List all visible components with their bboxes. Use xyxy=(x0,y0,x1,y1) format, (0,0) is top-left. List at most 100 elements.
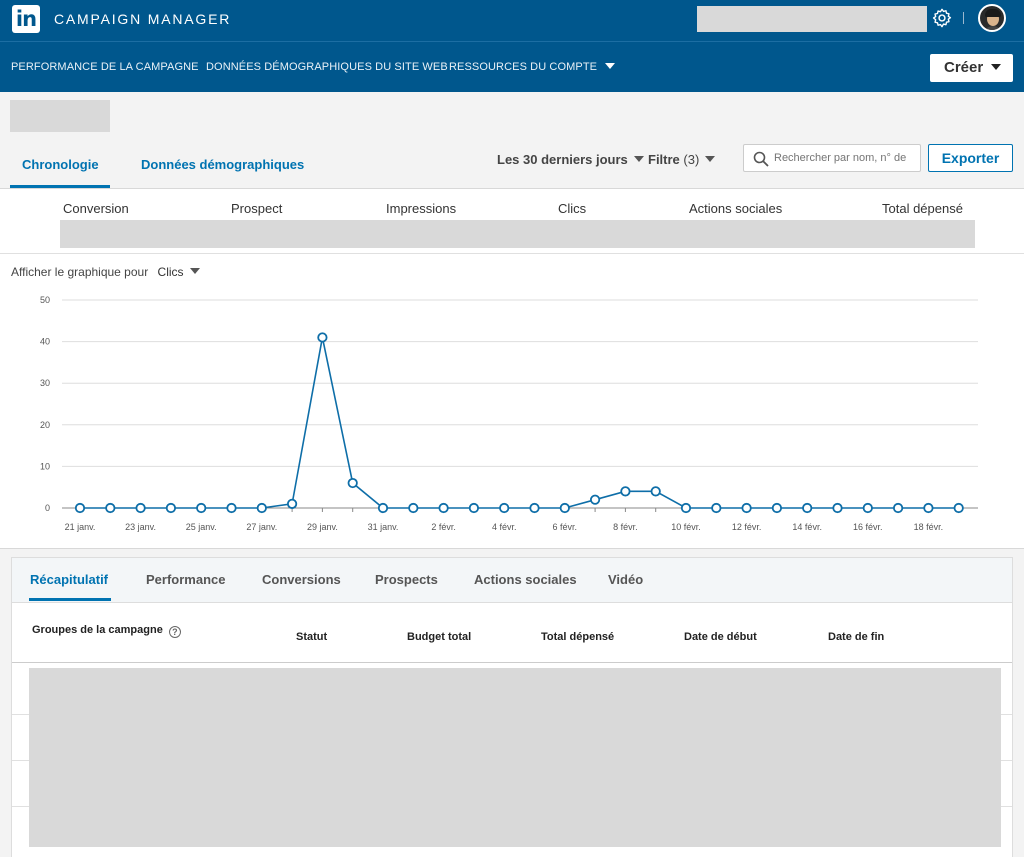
metric-impressions[interactable]: Impressions xyxy=(386,201,457,216)
chevron-down-icon xyxy=(189,268,200,274)
data-point xyxy=(802,502,813,514)
metric-prospect[interactable]: Prospect xyxy=(231,201,283,216)
x-tick-label: 14 févr. xyxy=(792,522,822,532)
campaign-header: Chronologie Données démographiques Les 3… xyxy=(0,92,1024,189)
x-tick-label: 6 févr. xyxy=(553,522,578,532)
details-panel: Récapitulatif Performance Conversions Pr… xyxy=(11,557,1013,857)
create-button-label: Créer xyxy=(944,59,984,76)
nav-account-resources[interactable]: RESSOURCES DU COMPTE xyxy=(449,61,616,73)
tab-social-actions[interactable]: Actions sociales xyxy=(474,572,577,587)
column-header-status[interactable]: Statut xyxy=(296,631,328,643)
table-header: Groupes de la campagne? Statut Budget to… xyxy=(12,603,1012,663)
data-point xyxy=(650,486,661,497)
date-range-label: Les 30 derniers jours xyxy=(497,152,628,167)
chart-metric-dropdown[interactable]: Clics xyxy=(158,265,200,279)
y-tick-label: 50 xyxy=(40,295,50,305)
redacted-account-field[interactable] xyxy=(697,6,927,32)
nav-account-resources-label: RESSOURCES DU COMPTE xyxy=(449,61,598,73)
redacted-table-rows xyxy=(29,668,1001,847)
data-point xyxy=(135,502,146,514)
column-header-ad-groups[interactable]: Groupes de la campagne? xyxy=(32,624,181,638)
column-header-end-date[interactable]: Date de fin xyxy=(828,631,885,643)
x-tick-label: 25 janv. xyxy=(186,522,217,532)
tab-performance[interactable]: Performance xyxy=(146,572,226,587)
chart-metric-selector: Afficher le graphique pour Clics xyxy=(11,265,200,279)
data-point xyxy=(832,502,843,514)
data-point xyxy=(923,502,934,514)
chevron-down-icon xyxy=(605,63,616,69)
data-point xyxy=(438,502,449,514)
tab-chronologie[interactable]: Chronologie xyxy=(22,157,99,172)
nav-website-demographics[interactable]: DONNÉES DÉMOGRAPHIQUES DU SITE WEB xyxy=(206,61,448,73)
data-point xyxy=(862,502,873,514)
data-point xyxy=(105,502,116,514)
chevron-down-icon xyxy=(705,156,716,162)
search-icon xyxy=(753,151,769,167)
column-header-start-date[interactable]: Date de début xyxy=(684,631,757,643)
y-tick-label: 10 xyxy=(40,461,50,471)
x-tick-label: 18 févr. xyxy=(914,522,944,532)
nav-campaign-performance[interactable]: PERFORMANCE DE LA CAMPAGNE xyxy=(11,61,199,73)
data-point xyxy=(892,502,904,514)
active-tab-indicator xyxy=(29,598,111,601)
data-point xyxy=(347,477,358,489)
data-point xyxy=(74,502,86,514)
x-tick-label: 27 janv. xyxy=(246,522,277,532)
column-header-total-spent[interactable]: Total dépensé xyxy=(541,631,615,643)
linkedin-logo[interactable]: in xyxy=(12,5,40,33)
filter-count: (3) xyxy=(683,152,700,167)
data-point xyxy=(226,502,237,514)
data-point xyxy=(499,502,510,514)
search-input[interactable] xyxy=(774,149,918,167)
clicks-timeline-chart: 0 10 20 30 40 50 21 janv. 23 janv. 25 janv. 27 ja… xyxy=(0,290,1024,548)
data-point xyxy=(771,502,783,514)
tab-prospects[interactable]: Prospects xyxy=(375,572,438,587)
help-icon[interactable]: ? xyxy=(168,626,181,638)
data-point xyxy=(559,502,570,514)
y-tick-label: 20 xyxy=(40,420,50,430)
redacted-metric-values xyxy=(60,220,975,248)
line-chart: 0 10 20 30 40 50 21 janv. 23 janv. 25 janv. 27 ja… xyxy=(40,295,978,532)
app-title: CAMPAIGN MANAGER xyxy=(54,11,232,27)
x-tick-label: 31 janv. xyxy=(368,522,399,532)
date-range-dropdown[interactable]: Les 30 derniers jours xyxy=(497,152,644,167)
x-tick-label: 8 févr. xyxy=(613,522,638,532)
data-point xyxy=(953,502,964,514)
top-bar-row: in CAMPAIGN MANAGER xyxy=(0,0,1024,42)
details-section: Récapitulatif Performance Conversions Pr… xyxy=(0,548,1024,857)
metric-social-actions[interactable]: Actions sociales xyxy=(689,201,783,216)
tab-demographics[interactable]: Données démographiques xyxy=(141,157,305,172)
tab-video[interactable]: Vidéo xyxy=(608,572,644,587)
metrics-summary: Conversion Prospect Impressions Clics Ac… xyxy=(0,190,1024,254)
x-tick-label: 21 janv. xyxy=(65,522,96,532)
x-tick-label: 23 janv. xyxy=(125,522,156,532)
avatar[interactable] xyxy=(978,4,1006,32)
filter-dropdown[interactable]: Filtre (3) xyxy=(648,152,716,167)
data-point xyxy=(408,502,419,514)
chart-selector-label: Afficher le graphique pour xyxy=(11,265,149,279)
tab-summary[interactable]: Récapitulatif xyxy=(30,572,109,587)
search-box[interactable] xyxy=(743,144,921,172)
metric-clics[interactable]: Clics xyxy=(558,201,587,216)
column-header-total-budget[interactable]: Budget total xyxy=(407,631,472,643)
top-bar: in CAMPAIGN MANAGER PERFORMANCE DE LA CA… xyxy=(0,0,1024,92)
data-point xyxy=(317,332,328,343)
column-header-label: Groupes de la campagne xyxy=(32,624,163,636)
x-tick-label: 4 févr. xyxy=(492,522,517,532)
data-point xyxy=(711,502,722,514)
chevron-down-icon xyxy=(991,64,1002,70)
create-button[interactable]: Créer xyxy=(930,54,1013,82)
metric-conversion[interactable]: Conversion xyxy=(63,201,129,216)
y-tick-label: 40 xyxy=(40,337,50,347)
x-tick-label: 29 janv. xyxy=(307,522,338,532)
data-point xyxy=(286,498,298,509)
tab-conversions[interactable]: Conversions xyxy=(262,572,341,587)
data-point xyxy=(680,502,692,514)
data-point xyxy=(377,502,389,514)
gear-icon[interactable] xyxy=(931,7,953,29)
export-button[interactable]: Exporter xyxy=(928,144,1013,172)
x-tick-label: 10 févr. xyxy=(671,522,701,532)
active-tab-indicator xyxy=(10,185,110,188)
metric-total-spent[interactable]: Total dépensé xyxy=(882,201,963,216)
chevron-down-icon xyxy=(633,156,644,162)
